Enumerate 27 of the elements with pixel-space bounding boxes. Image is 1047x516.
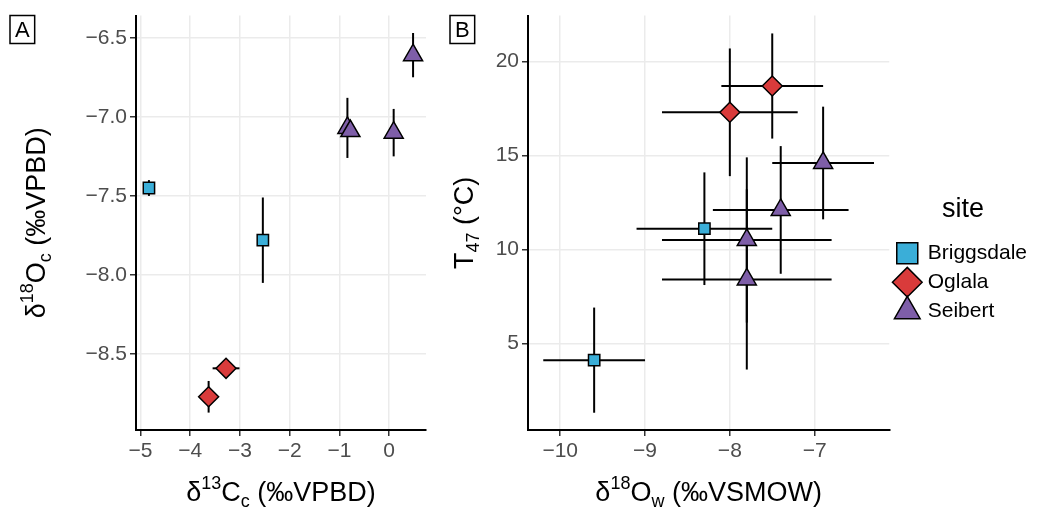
x-tick-label: −5 — [128, 438, 153, 462]
y-tick-label: −6.5 — [85, 24, 127, 48]
y-tick-label: −8.5 — [85, 340, 127, 364]
x-tick-label: −1 — [327, 438, 352, 462]
y-tick-label: 15 — [495, 142, 519, 166]
y-tick-label: −7.0 — [85, 103, 127, 127]
chart-title: A — [14, 16, 30, 42]
legend-label: Seibert — [927, 298, 995, 321]
x-tick-label: −8 — [717, 438, 742, 462]
x-tick-label: −9 — [633, 438, 658, 462]
legend-label: Briggsdale — [927, 240, 1028, 263]
x-tick-label: 0 — [383, 438, 396, 462]
legend-title: site — [942, 193, 985, 224]
chart-title: B — [454, 16, 470, 42]
y-axis-title: δ18Oc (‰VPBD) — [16, 127, 56, 319]
x-tick-label: −3 — [227, 438, 252, 462]
x-tick-label: −10 — [542, 438, 579, 462]
y-axis-title: T47 (°C) — [449, 176, 484, 269]
x-tick-label: −2 — [277, 438, 302, 462]
y-tick-label: −8.0 — [85, 261, 127, 285]
y-tick-label: 20 — [495, 48, 519, 72]
y-tick-label: 10 — [495, 236, 519, 260]
legend-label: Oglala — [927, 269, 989, 292]
y-tick-label: −7.5 — [85, 182, 127, 206]
y-tick-label: 5 — [507, 330, 519, 354]
x-tick-label: −7 — [802, 438, 827, 462]
x-tick-label: −4 — [178, 438, 203, 462]
